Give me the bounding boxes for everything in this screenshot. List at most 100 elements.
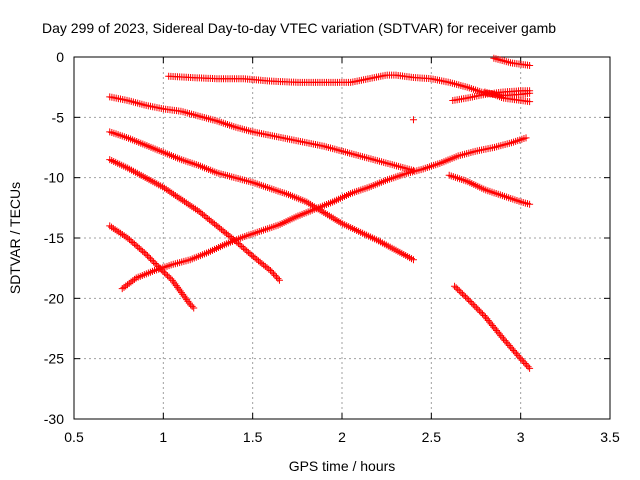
data-point bbox=[130, 275, 138, 283]
data-point bbox=[190, 304, 198, 312]
data-point bbox=[246, 250, 254, 258]
data-point bbox=[111, 226, 119, 234]
series-7 bbox=[490, 54, 534, 69]
y-tick-label: -25 bbox=[44, 351, 64, 367]
data-point bbox=[108, 223, 116, 231]
series-1 bbox=[106, 93, 417, 174]
chart-title: Day 299 of 2023, Sidereal Day-to-day VTE… bbox=[42, 20, 556, 36]
data-point bbox=[480, 311, 488, 319]
data-point bbox=[160, 184, 168, 192]
data-point bbox=[522, 134, 530, 142]
data-point bbox=[502, 338, 510, 346]
x-axis-label: GPS time / hours bbox=[289, 458, 396, 474]
y-tick-label: -20 bbox=[44, 290, 64, 306]
data-point bbox=[510, 346, 518, 354]
data-point bbox=[451, 282, 459, 290]
data-point bbox=[269, 270, 277, 278]
data-point bbox=[172, 282, 180, 290]
data-point bbox=[511, 348, 519, 356]
data-point bbox=[463, 294, 471, 302]
data-point bbox=[526, 61, 534, 69]
data-point bbox=[151, 259, 159, 267]
data-point bbox=[168, 276, 176, 284]
series-9 bbox=[445, 171, 534, 208]
x-tick-label: 2 bbox=[338, 429, 346, 445]
data-point bbox=[181, 294, 189, 302]
data-point bbox=[193, 206, 201, 214]
data-point bbox=[162, 185, 170, 193]
data-point bbox=[162, 270, 170, 278]
series-11 bbox=[409, 116, 417, 124]
data-point bbox=[507, 343, 515, 351]
data-point bbox=[192, 205, 200, 213]
data-point bbox=[524, 363, 532, 371]
data-point bbox=[127, 237, 135, 245]
data-point bbox=[176, 287, 184, 295]
data-point bbox=[272, 273, 280, 281]
data-point bbox=[274, 275, 282, 283]
x-tick-label: 1 bbox=[159, 429, 167, 445]
data-point bbox=[275, 276, 283, 284]
data-point bbox=[165, 273, 173, 281]
data-point bbox=[145, 253, 153, 261]
data-point bbox=[188, 302, 196, 310]
data-point bbox=[243, 247, 251, 255]
data-point bbox=[475, 307, 483, 315]
series-4 bbox=[118, 134, 530, 293]
data-point bbox=[186, 201, 194, 209]
data-point bbox=[271, 271, 279, 279]
series-10 bbox=[451, 282, 534, 372]
data-point bbox=[501, 337, 509, 345]
series-2 bbox=[106, 156, 283, 284]
data-point bbox=[142, 250, 150, 258]
data-point bbox=[505, 342, 513, 350]
data-point bbox=[115, 228, 123, 236]
y-tick-label: -5 bbox=[52, 109, 65, 125]
data-point bbox=[167, 275, 175, 283]
data-point bbox=[265, 265, 273, 273]
data-point bbox=[526, 87, 534, 95]
data-point bbox=[182, 199, 190, 207]
data-point bbox=[125, 236, 133, 244]
data-point bbox=[181, 198, 189, 206]
data-point bbox=[120, 232, 128, 240]
data-point bbox=[170, 190, 178, 198]
data-point bbox=[129, 239, 137, 247]
data-point bbox=[508, 345, 516, 353]
data-point bbox=[504, 340, 512, 348]
x-tick-label: 2.5 bbox=[422, 429, 442, 445]
data-point bbox=[177, 289, 185, 297]
x-tick-label: 0.5 bbox=[64, 429, 84, 445]
y-axis-label: SDTVAR / TECUs bbox=[7, 182, 23, 294]
data-point bbox=[515, 353, 523, 361]
data-point bbox=[173, 193, 181, 201]
data-point bbox=[238, 242, 246, 250]
data-point bbox=[500, 335, 508, 343]
data-point bbox=[134, 243, 142, 251]
x-tick-label: 3 bbox=[517, 429, 525, 445]
data-point bbox=[174, 283, 182, 291]
data-point bbox=[190, 204, 198, 212]
data-point bbox=[460, 291, 468, 299]
data-point bbox=[517, 355, 525, 363]
data-point bbox=[117, 229, 125, 237]
data-point bbox=[520, 358, 528, 366]
axis-ticks bbox=[73, 56, 611, 420]
data-point bbox=[175, 285, 183, 293]
data-point bbox=[236, 241, 244, 249]
data-point bbox=[452, 284, 460, 292]
data-point bbox=[512, 350, 520, 358]
series-6 bbox=[449, 87, 534, 104]
data-point bbox=[268, 268, 276, 276]
data-point bbox=[148, 256, 156, 264]
data-point bbox=[472, 304, 480, 312]
data-point bbox=[526, 364, 534, 372]
data-point bbox=[514, 351, 522, 359]
y-tick-label: -15 bbox=[44, 230, 64, 246]
x-tick-label: 1.5 bbox=[243, 429, 263, 445]
data-point bbox=[409, 256, 417, 264]
data-point bbox=[465, 296, 473, 304]
data-point bbox=[150, 258, 158, 266]
data-point bbox=[171, 280, 179, 288]
data-point bbox=[521, 360, 529, 368]
